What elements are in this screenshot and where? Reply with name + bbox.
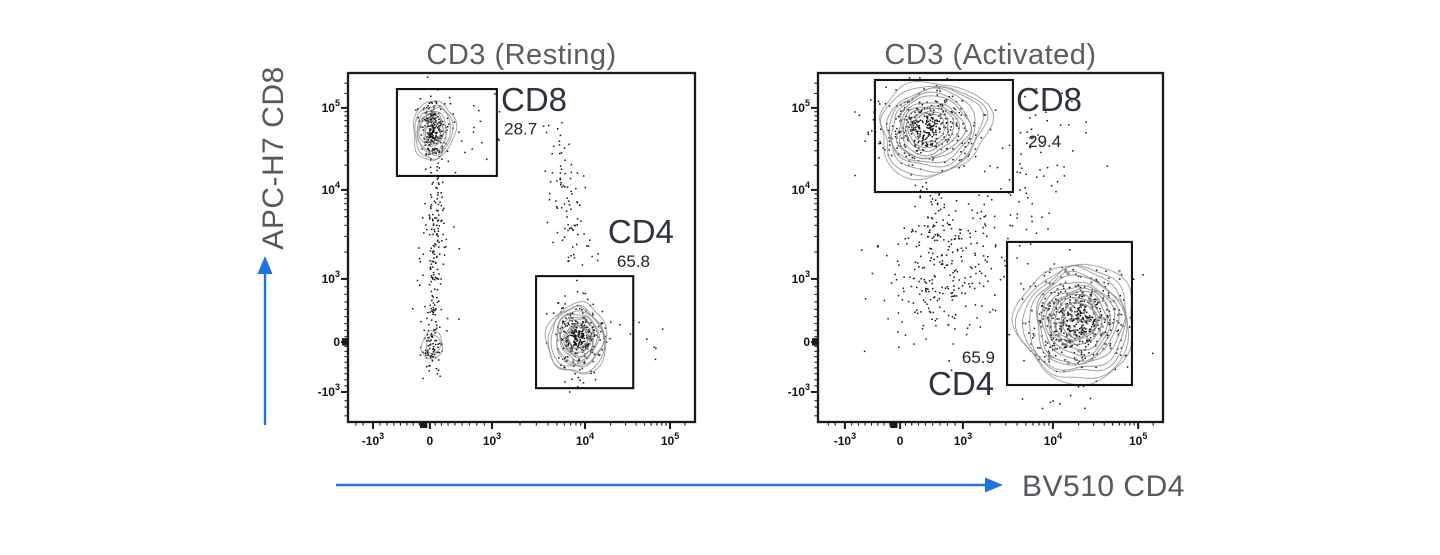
svg-text:-103: -103: [318, 382, 340, 399]
svg-text:105: 105: [661, 431, 679, 448]
svg-text:104: 104: [576, 431, 594, 448]
svg-text:0: 0: [803, 335, 810, 349]
axis-arrows: [257, 256, 1003, 493]
gate-label: CD4: [608, 213, 674, 250]
svg-text:104: 104: [322, 180, 340, 197]
x-axis-label: BV510 CD4: [1022, 470, 1185, 503]
svg-text:0: 0: [897, 434, 904, 448]
svg-text:0: 0: [333, 335, 340, 349]
panel-title-resting: CD3 (Resting): [426, 39, 617, 71]
gate-percent: 28.7: [504, 119, 537, 138]
gate-percent: 29.4: [1028, 132, 1061, 151]
svg-text:103: 103: [792, 269, 810, 286]
panel-1-tick-labels: -103 0 103 104 105 105 104 103 0 -103: [788, 98, 1148, 448]
svg-text:103: 103: [954, 431, 972, 448]
svg-text:105: 105: [792, 98, 810, 115]
svg-text:103: 103: [322, 269, 340, 286]
x-axis-arrowhead-icon: [985, 477, 1003, 493]
svg-text:104: 104: [1044, 431, 1062, 448]
panel-1-contours: [878, 81, 1133, 386]
panel-0-contours: [412, 100, 608, 375]
svg-text:0: 0: [427, 434, 434, 448]
y-axis-arrowhead-icon: [257, 256, 273, 274]
gate-percent: 65.8: [617, 252, 650, 271]
gate-label: CD8: [1016, 81, 1082, 118]
panel-1-border: [816, 71, 1165, 424]
gate-label: CD8: [501, 81, 567, 118]
svg-text:104: 104: [792, 180, 810, 197]
panel-0-border: [346, 71, 697, 424]
panel-1: -103 0 103 104 105 105 104 103 0 -103 CD8 29.4 CD465…: [788, 71, 1165, 448]
gate-cd8-panel-1: CD8 29.4: [873, 78, 1082, 194]
svg-text:-103: -103: [362, 431, 384, 448]
svg-text:105: 105: [1129, 431, 1147, 448]
panel-0-tick-labels: -103 0 103 104 105 105 104 103 0 -103: [318, 98, 680, 448]
y-axis-label: APC-H7 CD8: [257, 66, 290, 250]
panel-1-events: [854, 76, 1154, 410]
gate-label: CD4: [928, 365, 994, 402]
svg-text:103: 103: [483, 431, 501, 448]
gate-percent: 65.9: [962, 348, 995, 367]
gate-cd4-panel-0: CD4 65.8: [535, 213, 674, 390]
svg-text:-103: -103: [788, 382, 810, 399]
svg-text:105: 105: [322, 98, 340, 115]
panel-title-activated: CD3 (Activated): [884, 39, 1097, 71]
svg-text:-103: -103: [834, 431, 856, 448]
